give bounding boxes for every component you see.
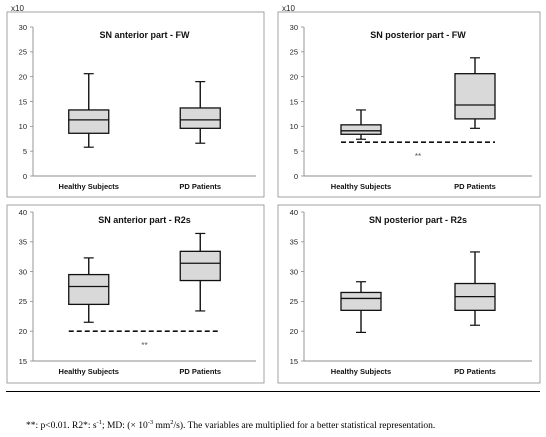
chart-panel-1: 0 5 10 15 20 25 30 x10 SN anterior part - FW Heal… <box>6 4 265 198</box>
box-2 <box>454 251 496 326</box>
footnote-part-c: ; MD: (× 10 <box>101 421 148 432</box>
y-tick-label: 20 <box>290 327 298 336</box>
iqr-box <box>340 124 382 135</box>
significance-label: ** <box>141 341 147 350</box>
x-category-label: PD Patients <box>179 367 221 376</box>
iqr-box <box>340 291 382 311</box>
chart-panel-2: 0 5 10 15 20 25 30 x10 SN posterior part - FW Hea… <box>277 4 541 198</box>
y-tick-label: 20 <box>19 327 27 336</box>
separator-line <box>6 391 540 392</box>
y-tick-label: 35 <box>290 238 298 247</box>
multiplier-label: x10 <box>282 4 295 13</box>
chart-title: SN anterior part - FW <box>99 30 190 40</box>
y-tick-label: 25 <box>290 297 298 306</box>
y-tick-label: 40 <box>290 208 298 217</box>
y-tick-label: 40 <box>19 208 27 217</box>
y-tick-label: 5 <box>23 147 27 156</box>
chart-title: SN posterior part - FW <box>370 30 466 40</box>
y-tick-label: 30 <box>290 23 298 32</box>
chart-title: SN posterior part - R2s <box>369 215 467 225</box>
iqr-box <box>68 273 110 306</box>
footnote-part-e: mm <box>153 421 171 432</box>
footnote-sup-b: -1 <box>96 419 102 426</box>
y-tick-label: 15 <box>290 97 298 106</box>
panel-frame <box>6 204 265 384</box>
box-2 <box>454 57 496 129</box>
y-tick-label: 15 <box>19 97 27 106</box>
panel-frame <box>277 11 541 198</box>
panel-frame <box>6 11 265 198</box>
y-tick-label: 30 <box>19 23 27 32</box>
panel-frame <box>277 204 541 384</box>
multiplier-label: x10 <box>11 4 24 13</box>
x-category-label: Healthy Subjects <box>331 182 391 191</box>
y-tick-label: 30 <box>19 267 27 276</box>
x-category-label: PD Patients <box>454 182 496 191</box>
chart-panel-4: 15 20 25 30 35 40 SN posterior part - R2s Healt… <box>277 204 541 384</box>
chart-panel-3: 15 20 25 30 35 40 SN anterior part - R2s Health… <box>6 204 265 384</box>
footnote: **: p<0.01. R2*: s-1; MD: (× 10-3 mm2/s)… <box>26 419 435 431</box>
x-category-label: Healthy Subjects <box>59 182 119 191</box>
x-category-label: Healthy Subjects <box>331 367 391 376</box>
iqr-box <box>454 73 496 120</box>
footnote-sup-d: -3 <box>147 419 154 426</box>
y-tick-label: 15 <box>290 357 298 366</box>
box-1 <box>68 73 110 148</box>
footnote-part-g: /s). The variables are multiplied for a … <box>173 421 436 432</box>
iqr-box <box>68 109 110 134</box>
x-category-label: PD Patients <box>454 367 496 376</box>
iqr-box <box>179 107 221 129</box>
y-tick-label: 10 <box>19 122 27 131</box>
box-1 <box>68 257 110 323</box>
x-category-label: Healthy Subjects <box>59 367 119 376</box>
y-tick-label: 10 <box>290 122 298 131</box>
y-tick-label: 0 <box>23 172 27 181</box>
box-1 <box>340 281 382 333</box>
y-tick-label: 30 <box>290 267 298 276</box>
y-tick-label: 5 <box>294 147 298 156</box>
y-tick-label: 20 <box>290 72 298 81</box>
box-2 <box>179 232 221 312</box>
x-category-label: PD Patients <box>179 182 221 191</box>
y-tick-label: 25 <box>19 297 27 306</box>
box-1 <box>340 109 382 140</box>
iqr-box <box>179 250 221 282</box>
footnote-sup-f: 2 <box>170 419 174 426</box>
y-tick-label: 35 <box>19 238 27 247</box>
boxplot-grid: 0 5 10 15 20 25 30 x10 SN anterior part - FW Heal… <box>6 4 541 384</box>
y-tick-label: 15 <box>19 357 27 366</box>
y-tick-label: 25 <box>19 48 27 57</box>
y-tick-label: 20 <box>19 72 27 81</box>
chart-title: SN anterior part - R2s <box>98 215 191 225</box>
significance-label: ** <box>415 152 421 161</box>
box-2 <box>179 81 221 144</box>
y-tick-label: 0 <box>294 172 298 181</box>
y-tick-label: 25 <box>290 48 298 57</box>
footnote-part-a: **: p<0.01. R2*: s <box>26 421 97 432</box>
